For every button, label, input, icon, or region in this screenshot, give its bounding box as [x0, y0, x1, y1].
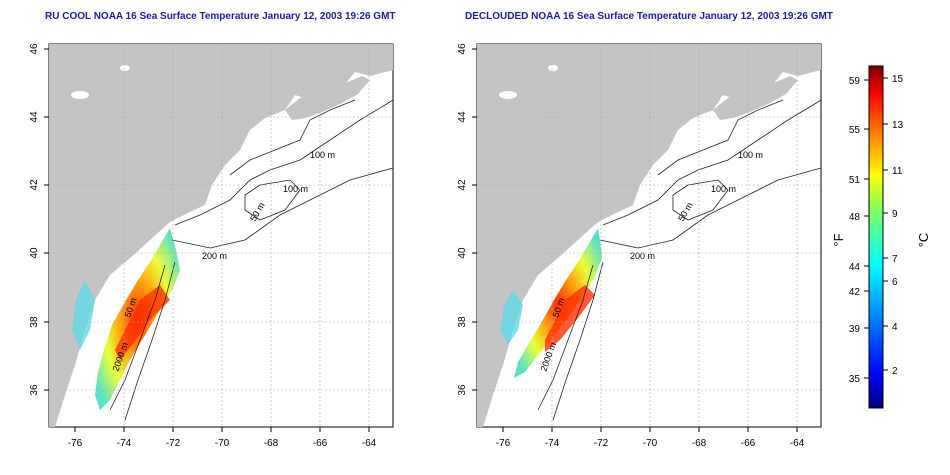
colorbar-f-tick: 44 [849, 262, 861, 273]
nova-scotia [713, 76, 798, 120]
map-panel-2: 100 m 100 m 50 m 200 m 50 m 2000 m [457, 43, 822, 449]
lon-tick: -66 [741, 438, 756, 449]
map-panel-1: 100 m 100 m 50 m 200 m 50 m 2000 m [29, 43, 394, 449]
colorbar-f-tick: 51 [849, 175, 861, 186]
lon-tick: -64 [362, 438, 377, 449]
nova-scotia [285, 76, 370, 120]
lat-tick: 42 [457, 179, 468, 191]
colorbar: 59 55 51 48 44 42 39 35 15 13 11 9 7 6 4… [831, 65, 931, 409]
colorbar-f-tick: 55 [849, 125, 861, 136]
lon-tick: -72 [166, 438, 181, 449]
colorbar-c-tick: 7 [892, 254, 898, 265]
contour-label: 200 m [202, 251, 227, 261]
lat-tick: 38 [457, 316, 468, 328]
lon-tick: -66 [313, 438, 328, 449]
lat-tick: 44 [29, 111, 40, 123]
lon-tick: -74 [545, 438, 560, 449]
lon-tick: -70 [215, 438, 230, 449]
lat-tick: 46 [29, 43, 40, 55]
lat-tick: 42 [29, 179, 40, 191]
lat-tick: 36 [457, 384, 468, 396]
colorbar-f-tick: 59 [849, 76, 861, 87]
colorbar-unit-c: °C [916, 233, 931, 248]
colorbar-c-tick: 11 [892, 166, 903, 177]
colorbar-c-tick: 6 [892, 277, 898, 288]
colorbar-c-tick: 2 [892, 366, 898, 377]
contour-label: 100 m [310, 150, 335, 160]
colorbar-gradient [868, 65, 884, 409]
contour-label: 100 m [283, 184, 308, 194]
sst-plume [514, 228, 602, 378]
colorbar-f-tick: 39 [849, 324, 861, 335]
land-mass [49, 44, 393, 427]
panel-2-title: DECLOUDED NOAA 16 Sea Surface Temperatur… [465, 11, 833, 22]
colorbar-c-tick: 15 [892, 74, 904, 85]
contour-label: 200 m [630, 251, 655, 261]
lat-tick: 40 [457, 247, 468, 259]
lon-tick: -64 [790, 438, 805, 449]
colorbar-c-tick: 13 [892, 120, 904, 131]
land-mass [477, 44, 821, 427]
lat-tick: 40 [29, 247, 40, 259]
lat-tick: 44 [457, 111, 468, 123]
colorbar-c-tick: 9 [892, 209, 898, 220]
lat-tick: 36 [29, 384, 40, 396]
lat-tick: 38 [29, 316, 40, 328]
lon-tick: -76 [496, 438, 511, 449]
colorbar-f-tick: 48 [849, 212, 861, 223]
lat-tick: 46 [457, 43, 468, 55]
lon-tick: -68 [264, 438, 279, 449]
lon-tick: -76 [68, 438, 83, 449]
lon-tick: -72 [594, 438, 609, 449]
lon-tick: -70 [643, 438, 658, 449]
colorbar-f-tick: 42 [849, 287, 861, 298]
colorbar-unit-f: °F [831, 233, 846, 246]
colorbar-f-tick: 35 [849, 374, 861, 385]
lon-tick: -68 [692, 438, 707, 449]
contour-label: 100 m [711, 184, 736, 194]
panel-1-title: RU COOL NOAA 16 Sea Surface Temperature … [45, 11, 396, 22]
lon-tick: -74 [117, 438, 132, 449]
colorbar-c-tick: 4 [892, 322, 898, 333]
contour-label: 100 m [738, 150, 763, 160]
